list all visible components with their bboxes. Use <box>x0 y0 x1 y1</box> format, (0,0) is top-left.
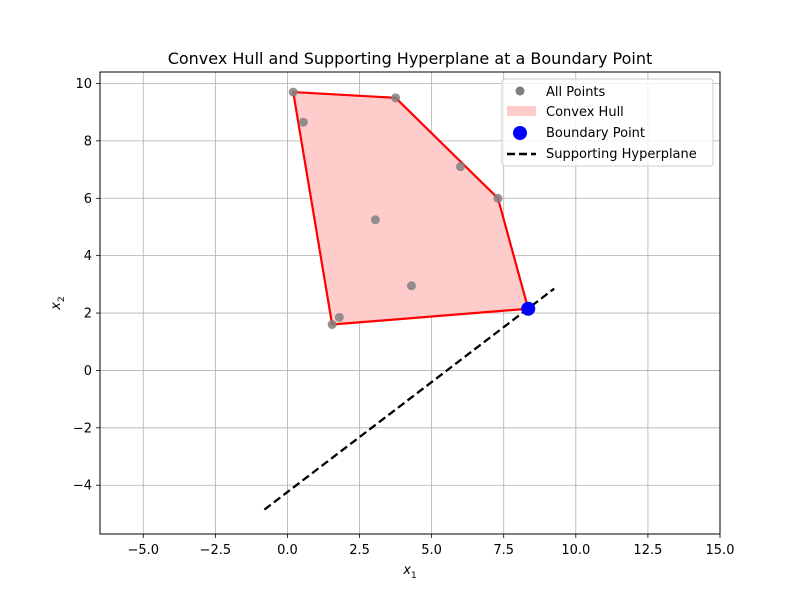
convex-hull-fill <box>293 92 529 325</box>
data-point <box>406 281 416 291</box>
y-axis-ticks: −4 −2 0 2 4 6 8 10 <box>73 77 100 494</box>
plot-frame <box>99 71 721 535</box>
convex-hull-layer <box>292 90 530 326</box>
legend-boundary-point-label: Boundary Point <box>546 126 645 141</box>
x-tick-label: 15.0 <box>706 543 735 558</box>
x-tick-label: 7.5 <box>493 543 514 558</box>
data-point <box>391 93 401 103</box>
x-tick-label: −2.5 <box>200 543 232 558</box>
x-tick-label: 12.5 <box>633 543 662 558</box>
legend-supporting-hyperplane-label: Supporting Hyperplane <box>546 147 697 162</box>
y-axis-label-sub: 2 <box>57 296 67 302</box>
y-tick-label: 8 <box>84 134 92 149</box>
y-tick-label: 10 <box>75 77 92 92</box>
y-axis-label: x2 <box>49 296 67 310</box>
data-point <box>370 215 380 225</box>
x-tick-label: 2.5 <box>349 543 370 558</box>
chart-title: Convex Hull and Supporting Hyperplane at… <box>168 49 653 68</box>
y-tick-label: 0 <box>84 364 92 379</box>
x-axis-label: x1 <box>402 563 416 581</box>
x-axis-label-base: x <box>402 563 411 578</box>
x-tick-label: −5.0 <box>127 543 159 558</box>
y-tick-label: 6 <box>84 192 92 207</box>
convex-hull-edge <box>292 90 530 326</box>
supporting-hyperplane-layer <box>263 287 555 511</box>
x-tick-label: 5.0 <box>421 543 442 558</box>
data-point <box>493 193 503 203</box>
x-tick-label: 0.0 <box>277 543 298 558</box>
legend-convex-hull-label: Convex Hull <box>546 105 624 120</box>
y-tick-label: −2 <box>73 421 92 436</box>
y-axis-label-base: x <box>49 302 64 311</box>
legend-all-points-label: All Points <box>546 85 606 100</box>
legend-convex-hull-swatch <box>507 106 536 116</box>
x-tick-label: 10.0 <box>561 543 590 558</box>
boundary-point-marker <box>521 301 536 316</box>
y-tick-label: 2 <box>84 307 92 322</box>
data-point <box>288 87 298 97</box>
legend-box <box>501 78 714 167</box>
legend: All Points Convex Hull Boundary Point Su… <box>501 78 714 167</box>
y-tick-label: −4 <box>73 479 92 494</box>
data-point <box>327 320 337 330</box>
data-point <box>298 117 308 127</box>
legend-boundary-point-swatch <box>513 126 527 140</box>
legend-all-points-swatch <box>515 86 525 96</box>
y-tick-label: 4 <box>84 249 92 264</box>
x-axis-ticks: −5.0 −2.5 0.0 2.5 5.0 7.5 10.0 12.5 15.0 <box>127 534 734 558</box>
boundary-point-layer <box>521 301 536 316</box>
data-point <box>334 312 344 322</box>
x-axis-label-sub: 1 <box>411 571 417 581</box>
supporting-hyperplane-line <box>263 287 555 511</box>
data-point <box>455 162 465 172</box>
